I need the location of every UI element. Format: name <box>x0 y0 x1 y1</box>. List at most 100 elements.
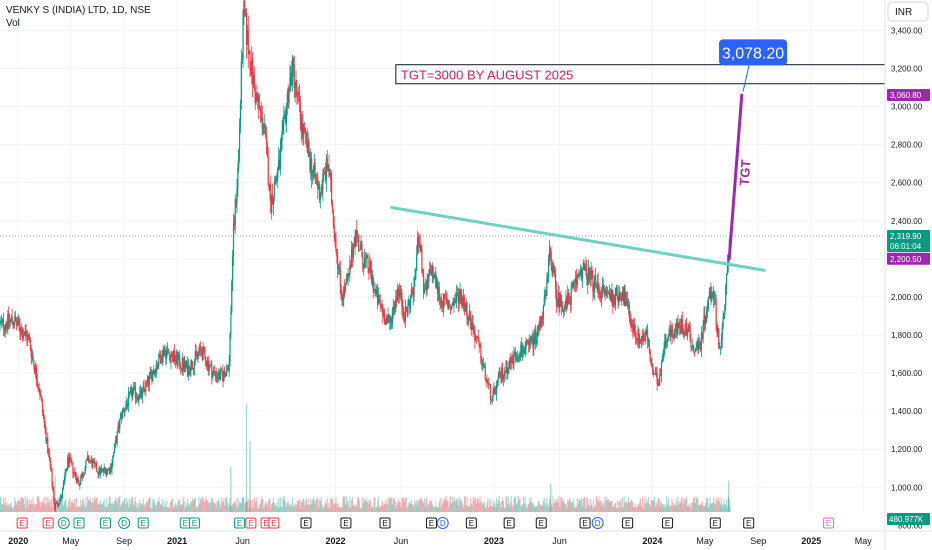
volume-bar <box>307 498 309 512</box>
volume-bar <box>20 497 22 512</box>
earnings-marker[interactable]: E <box>662 517 674 529</box>
earnings-marker[interactable]: E <box>823 517 835 529</box>
target-callout[interactable] <box>719 39 788 66</box>
candle-body <box>180 367 183 369</box>
volume-bar <box>304 501 307 512</box>
earnings-marker[interactable]: E <box>579 517 591 529</box>
candle-body <box>63 479 65 484</box>
candle-body <box>89 460 91 462</box>
volume-bar <box>430 500 433 512</box>
earnings-marker[interactable]: E <box>268 517 280 529</box>
earnings-marker[interactable]: E <box>245 517 257 529</box>
candle-body <box>206 365 208 366</box>
earnings-marker[interactable]: E <box>188 517 200 529</box>
earnings-marker[interactable]: E <box>179 517 191 529</box>
earnings-marker-box <box>379 517 391 529</box>
volume-bar <box>132 497 134 512</box>
volume-bar <box>109 497 111 512</box>
candle-body <box>561 301 563 307</box>
volume-bar <box>328 502 330 512</box>
earnings-marker[interactable]: E <box>743 517 755 529</box>
volume-bar <box>241 497 243 512</box>
volume-bar <box>537 501 539 512</box>
earnings-marker[interactable]: E <box>465 517 477 529</box>
candle-body <box>96 470 98 473</box>
volume-bar <box>706 498 709 512</box>
candle-body <box>593 290 595 292</box>
candle-body <box>94 463 97 464</box>
candle-body <box>293 64 295 89</box>
candle-body <box>194 350 196 361</box>
earnings-marker[interactable]: E <box>622 517 634 529</box>
earnings-marker[interactable]: E <box>99 517 111 529</box>
candle-body <box>676 324 678 334</box>
candle-body <box>548 258 550 277</box>
candle-body <box>620 296 623 301</box>
earnings-marker[interactable]: E <box>73 517 85 529</box>
candle-body <box>294 84 296 89</box>
candle-body <box>339 268 341 286</box>
volume-bar <box>516 503 518 512</box>
earnings-marker[interactable]: E <box>425 517 437 529</box>
volume-bar <box>121 500 123 512</box>
candle-body <box>426 278 428 292</box>
volume-bar <box>721 504 723 512</box>
volume-legend: Vol <box>6 18 20 29</box>
volume-bar <box>409 504 412 512</box>
dividend-marker[interactable]: D <box>591 517 604 529</box>
resistance-trendline[interactable] <box>390 205 766 272</box>
target-trendline[interactable] <box>727 93 744 261</box>
volume-bar <box>492 506 494 512</box>
earnings-marker-box <box>743 517 755 529</box>
volume-bar <box>436 506 439 512</box>
earnings-marker[interactable]: E <box>535 517 547 529</box>
earnings-marker[interactable]: E <box>137 517 149 529</box>
candle-body <box>377 295 380 305</box>
volume-bar <box>561 496 563 512</box>
volume-bar <box>0 497 2 512</box>
earnings-marker[interactable]: E <box>709 517 721 529</box>
earnings-marker[interactable]: E <box>42 517 54 529</box>
candle-body <box>563 307 565 312</box>
candle-body <box>312 169 314 171</box>
volume-bar <box>31 504 33 512</box>
candle-body <box>350 264 352 268</box>
candle-body <box>50 467 52 472</box>
volume-bar <box>116 503 118 512</box>
candle-body <box>655 372 657 374</box>
candle-body <box>712 291 714 295</box>
candle-body <box>710 291 712 301</box>
dividend-marker[interactable]: D <box>118 517 131 529</box>
candle-body <box>216 376 218 379</box>
volume-bar <box>380 506 382 512</box>
volume-bar <box>374 496 376 512</box>
earnings-marker[interactable]: E <box>503 517 515 529</box>
candle-body <box>687 330 689 332</box>
candle-body <box>297 92 299 95</box>
volume-bar <box>195 507 197 512</box>
candle-body <box>309 156 311 171</box>
candle-body <box>224 370 226 373</box>
dividend-marker[interactable]: D <box>57 517 70 529</box>
earnings-marker[interactable]: E <box>16 517 28 529</box>
currency-button[interactable]: INR <box>887 1 929 22</box>
candle-body <box>25 331 27 335</box>
dividend-marker[interactable]: D <box>436 517 449 529</box>
volume-bar <box>350 507 352 512</box>
candle-body <box>173 351 175 362</box>
candle-body <box>584 266 586 270</box>
volume-bar <box>367 499 369 512</box>
earnings-marker[interactable]: E <box>300 517 312 529</box>
earnings-marker[interactable]: E <box>340 517 352 529</box>
candle-body <box>186 362 188 367</box>
earnings-marker[interactable]: E <box>234 517 246 529</box>
earnings-marker[interactable]: E <box>379 517 391 529</box>
volume-bar <box>659 500 661 512</box>
candle-body <box>528 341 531 345</box>
volume-bar <box>433 506 435 512</box>
candle-body <box>704 314 706 324</box>
candle-body <box>68 456 71 464</box>
volume-bar <box>432 505 434 512</box>
